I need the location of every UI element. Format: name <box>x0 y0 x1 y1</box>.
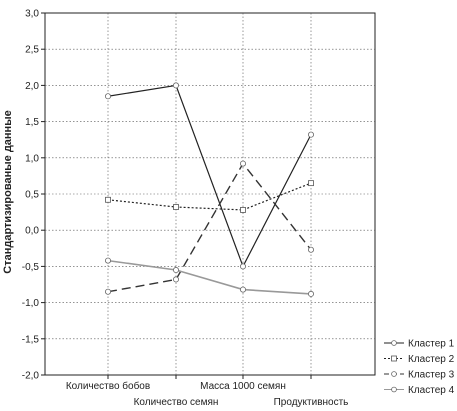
y-tick-label: 1,5 <box>25 117 39 128</box>
x-category-label: Количество бобов <box>66 380 150 392</box>
legend-marker <box>391 340 397 346</box>
data-point <box>240 207 246 213</box>
legend-label: Кластер 2 <box>408 354 455 365</box>
series-line <box>107 259 312 295</box>
legend: Кластер 1 Кластер 2 Кластер 3 Кластер 4 <box>384 339 455 396</box>
y-tick-label: 0,5 <box>25 190 39 201</box>
legend-label: Кластер 1 <box>408 339 455 350</box>
data-point <box>307 290 314 297</box>
series-line <box>107 162 312 293</box>
x-axis-categories: Количество бобов Количество семян Масса 10… <box>66 380 349 408</box>
y-tick-label: 1,0 <box>25 153 39 164</box>
y-tick-label: -1,0 <box>22 298 40 309</box>
series-line <box>107 182 312 211</box>
data-point <box>307 246 314 253</box>
data-point <box>105 196 111 203</box>
y-axis-label: Стандартизированые данные <box>2 110 14 273</box>
legend-marker <box>391 355 397 362</box>
y-tick-label: 2,0 <box>25 81 39 92</box>
data-point <box>105 288 112 295</box>
legend-marker <box>391 386 397 393</box>
y-tick-label: -1,5 <box>22 334 40 345</box>
legend-marker <box>391 371 397 377</box>
data-point <box>239 286 246 293</box>
legend-label: Кластер 4 <box>408 385 455 396</box>
data-point <box>173 204 179 210</box>
data-point <box>307 131 314 138</box>
data-point <box>172 267 179 274</box>
y-axis-ticks: 3,0 2,5 2,0 1,5 1,0 0,5 0,0 -0,5 -1,0 -1,5 -2,0 <box>22 9 40 382</box>
y-tick-label: 2,5 <box>25 45 39 56</box>
legend-label: Кластер 3 <box>408 370 455 381</box>
x-category-label: Масса 1000 семян <box>200 381 286 392</box>
y-tick-label: 0,0 <box>25 226 39 237</box>
data-point <box>308 180 314 187</box>
data-point <box>239 160 246 167</box>
grid <box>41 12 376 379</box>
data-point <box>105 93 112 100</box>
series-line <box>107 84 312 268</box>
data-point <box>239 263 246 270</box>
y-tick-label: 3,0 <box>25 9 39 20</box>
data-point <box>105 257 112 264</box>
data-point <box>172 82 179 89</box>
data-point <box>172 276 179 283</box>
series-lines <box>105 82 314 297</box>
x-category-label: Продуктивность <box>274 397 349 408</box>
y-tick-label: -2,0 <box>22 371 40 382</box>
y-tick-label: -0,5 <box>22 262 40 273</box>
x-category-label: Количество семян <box>134 397 219 408</box>
